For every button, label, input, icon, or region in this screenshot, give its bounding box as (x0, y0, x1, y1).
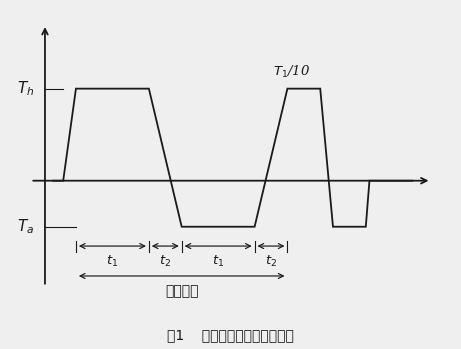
Text: $t_2$: $t_2$ (159, 254, 171, 269)
Text: $t_2$: $t_2$ (265, 254, 277, 269)
Text: $T_h$: $T_h$ (17, 79, 34, 98)
Text: $t_1$: $t_1$ (106, 254, 118, 269)
Text: 一个循环: 一个循环 (165, 284, 198, 298)
Text: 图1    温度冲击试验温度变化图: 图1 温度冲击试验温度变化图 (167, 328, 294, 342)
Text: $T_a$: $T_a$ (17, 217, 34, 236)
Text: $t_1$: $t_1$ (212, 254, 224, 269)
Text: $T_1$/10: $T_1$/10 (273, 64, 310, 80)
